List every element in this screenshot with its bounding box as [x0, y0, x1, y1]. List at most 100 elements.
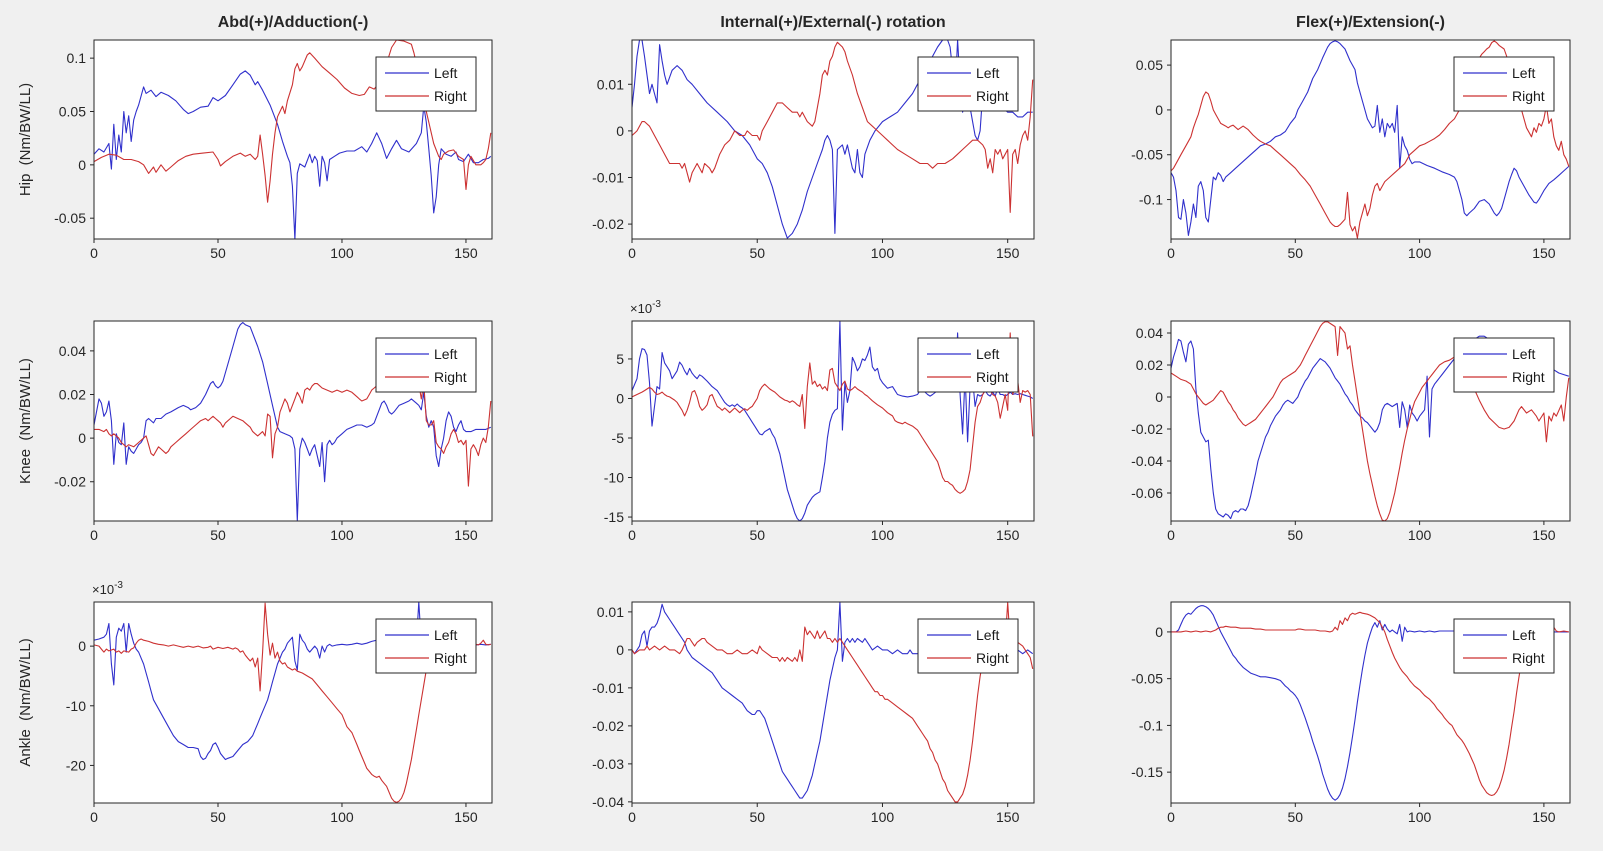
- legend-label-left: Left: [976, 65, 999, 81]
- x-tick-label: 50: [210, 809, 226, 825]
- axes-box: [93, 39, 493, 240]
- legend-box: [917, 56, 1019, 112]
- subplot-knee-int-ext-rotation: 0 50 100 150 5 0 -5 -10 -15 ×10-3 Left Right: [534, 280, 1068, 560]
- axes-box: [631, 320, 1035, 522]
- x-tick-label: 100: [330, 809, 354, 825]
- subplot-knee-flex-extension: 0 50 100 150 0.04 0.02 0 -0.02 -0.04 -0.06 Left Rig…: [1068, 280, 1603, 560]
- x-tick-label: 50: [210, 245, 226, 261]
- subplot-canvas-knee-abd-adduction: 0 50 100 150 0.04 0.02 0 -0.02 Knee (Nm/BW/LL) Le…: [17, 320, 493, 543]
- axis-exponent-label: ×10-3: [630, 299, 661, 316]
- x-tick-label: 0: [628, 527, 636, 543]
- y-tick-label: -0.03: [592, 756, 624, 772]
- x-tick-label: 50: [749, 527, 765, 543]
- legend-box: [1453, 618, 1555, 674]
- subplot-ankle-int-ext-rotation: 0 50 100 150 0.01 0 -0.01 -0.02 -0.03 -0.04 Left Ri…: [534, 560, 1068, 851]
- x-tick-label: 0: [1167, 527, 1175, 543]
- axes-box: [1170, 39, 1571, 240]
- x-tick-label: 150: [454, 809, 478, 825]
- legend-box: [375, 56, 477, 112]
- y-tick-label: -0.05: [1131, 671, 1163, 687]
- axes-box: [1170, 601, 1571, 804]
- x-tick-label: 0: [90, 527, 98, 543]
- series-line-left: [1171, 605, 1569, 801]
- y-axis-label: Hip (Nm/BW/LL): [17, 83, 34, 196]
- subplot-ankle-abd-adduction: 0 50 100 150 0 -10 -20 Ankle (Nm/BW/LL) ×10-3 Lef…: [0, 560, 534, 851]
- x-tick-label: 50: [1288, 527, 1304, 543]
- series-line-right: [631, 41, 1034, 213]
- legend-label-right: Right: [1512, 650, 1545, 666]
- y-tick-label: 0.01: [597, 604, 624, 620]
- subplot-canvas-ankle-flex-extension: 0 50 100 150 0 -0.05 -0.1 -0.15 Left Right: [1131, 601, 1571, 825]
- x-tick-label: 50: [749, 245, 765, 261]
- subplot-title: Abd(+)/Adduction(-): [218, 14, 369, 31]
- y-axis-label: Knee (Nm/BW/LL): [17, 358, 34, 484]
- legend-label-left: Left: [434, 627, 457, 643]
- y-tick-label: -0.02: [54, 474, 86, 490]
- axes-box: [1170, 320, 1571, 522]
- y-tick-label: -0.1: [1139, 192, 1163, 208]
- legend-label-left: Left: [976, 627, 999, 643]
- series-line-left: [1170, 40, 1570, 236]
- legend-label-right: Right: [434, 650, 467, 666]
- x-tick-label: 150: [996, 245, 1020, 261]
- subplot-knee-abd-adduction: 0 50 100 150 0.04 0.02 0 -0.02 Knee (Nm/BW/LL) Le…: [0, 280, 534, 560]
- legend-box: [375, 337, 477, 393]
- legend-label-right: Right: [976, 369, 1009, 385]
- legend-label-right: Right: [434, 369, 467, 385]
- y-tick-label: 0.05: [59, 103, 86, 119]
- series-line-left: [93, 321, 492, 522]
- x-tick-label: 0: [1167, 809, 1175, 825]
- x-tick-label: 150: [996, 527, 1020, 543]
- legend-label-left: Left: [1512, 65, 1535, 81]
- legend-label-right: Right: [1512, 88, 1545, 104]
- series-line-left: [631, 39, 1033, 239]
- x-tick-label: 50: [1288, 245, 1304, 261]
- y-tick-label: 0: [78, 157, 86, 173]
- x-tick-label: 100: [1408, 527, 1432, 543]
- subplot-canvas-hip-abd-adduction: 0 50 100 150 0.1 0.05 0 -0.05 Abd(+)/Adduction(-…: [17, 14, 493, 261]
- legend-label-left: Left: [434, 346, 457, 362]
- subplot-canvas-hip-flex-extension: 0 50 100 150 0.05 0 -0.05 -0.1 Flex(+)/Extension…: [1131, 14, 1571, 261]
- subplot-title: Internal(+)/External(-) rotation: [720, 14, 945, 31]
- y-axis-label: Ankle (Nm/BW/LL): [17, 638, 34, 766]
- y-tick-label: -0.01: [592, 680, 624, 696]
- y-tick-label: 0: [78, 430, 86, 446]
- legend-label-right: Right: [1512, 369, 1545, 385]
- y-tick-label: 0: [616, 123, 624, 139]
- y-tick-label: 0: [1155, 102, 1163, 118]
- x-tick-label: 0: [1167, 245, 1175, 261]
- series-line-left: [93, 70, 492, 240]
- y-tick-label: -15: [604, 509, 624, 525]
- y-tick-label: -10: [66, 698, 86, 714]
- x-tick-label: 0: [90, 809, 98, 825]
- subplot-hip-int-ext-rotation: 0 50 100 150 0.01 0 -0.01 -0.02 Internal(+)/Exte…: [534, 0, 1068, 280]
- subplot-ankle-flex-extension: 0 50 100 150 0 -0.05 -0.1 -0.15 Left Right: [1068, 560, 1603, 851]
- x-tick-label: 50: [1288, 809, 1304, 825]
- x-tick-label: 100: [1408, 245, 1432, 261]
- axes-box: [631, 601, 1035, 804]
- y-tick-label: 0.01: [597, 76, 624, 92]
- legend-label-left: Left: [1512, 627, 1535, 643]
- x-tick-label: 0: [628, 245, 636, 261]
- series-line-right: [631, 601, 1034, 803]
- y-tick-label: 0: [78, 638, 86, 654]
- x-tick-label: 150: [1532, 809, 1556, 825]
- series-line-left: [631, 601, 1034, 799]
- x-tick-label: 100: [330, 527, 354, 543]
- y-tick-label: 0.1: [67, 50, 87, 66]
- x-tick-label: 150: [1532, 527, 1556, 543]
- series-line-right: [1171, 611, 1569, 797]
- y-tick-label: 0.05: [1136, 57, 1163, 73]
- x-tick-label: 0: [90, 245, 98, 261]
- y-tick-label: -0.04: [592, 794, 624, 810]
- subplot-title: Flex(+)/Extension(-): [1296, 14, 1445, 31]
- x-tick-label: 0: [628, 809, 636, 825]
- axes-box: [631, 39, 1035, 240]
- y-tick-label: -0.1: [1139, 717, 1163, 733]
- x-tick-label: 100: [871, 245, 895, 261]
- y-tick-label: -0.15: [1131, 764, 1163, 780]
- y-tick-label: 0: [1155, 624, 1163, 640]
- y-tick-label: -5: [612, 430, 625, 446]
- legend-label-left: Left: [976, 346, 999, 362]
